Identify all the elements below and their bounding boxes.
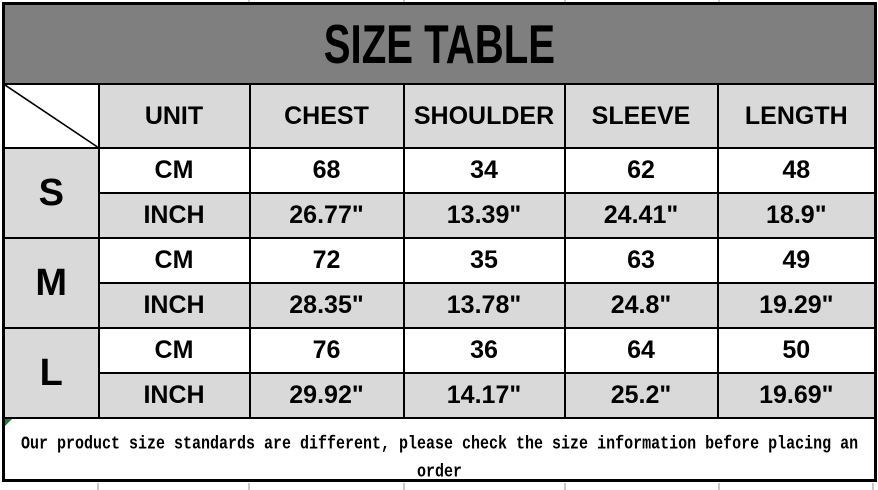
row-l-cm: L CM 76 36 64 50 [2,327,877,419]
gridline-stub [403,0,405,2]
row-l-inch: INCH 29.92" 14.17" 25.2" 19.69" [4,372,877,419]
s-cm-length: 48 [716,147,877,194]
row-m-cm: M CM 72 35 63 49 [2,237,877,329]
s-cm-shoulder: 34 [402,147,566,194]
s-inch-sleeve: 24.41" [563,192,719,239]
diagonal-line [5,85,98,147]
m-cm-sleeve: 63 [563,237,719,284]
l-cm-sleeve: 64 [563,327,719,374]
gridline-stub [564,0,566,2]
s-inch-shoulder: 13.39" [402,192,566,239]
size-label-l: L [2,327,100,419]
row-m-inch: INCH 28.35" 13.78" 24.8" 19.29" [4,282,877,329]
header-length: LENGTH [716,83,877,149]
m-cm-length: 49 [716,237,877,284]
l-cm-length: 50 [716,327,877,374]
size-label-s: S [2,147,100,239]
l-inch-chest: 29.92" [248,372,405,419]
l-cm-shoulder: 36 [402,327,566,374]
gridline-stub [248,483,250,490]
gridline-stub [403,483,405,490]
m-inch-shoulder: 13.78" [402,282,566,329]
s-inch-chest: 26.77" [248,192,405,239]
table-title-cell: SIZE TABLE [2,2,877,85]
l-inch-unit: INCH [97,372,251,419]
s-cm-sleeve: 62 [563,147,719,194]
s-inch-length: 18.9" [716,192,877,239]
m-cm-chest: 72 [248,237,405,284]
gridline-stub [872,483,874,490]
m-cm-shoulder: 35 [402,237,566,284]
gridline-stub [718,483,720,490]
l-inch-length: 19.69" [716,372,877,419]
m-inch-sleeve: 24.8" [563,282,719,329]
m-inch-chest: 28.35" [248,282,405,329]
header-unit: UNIT [97,83,251,149]
s-cm-unit: CM [97,147,251,194]
note-row: Our product size standards are different… [2,417,877,482]
note-cell: Our product size standards are different… [2,417,877,482]
l-inch-shoulder: 14.17" [402,372,566,419]
s-inch-unit: INCH [97,192,251,239]
header-sleeve: SLEEVE [563,83,719,149]
corner-cell [2,83,100,149]
m-inch-length: 19.29" [716,282,877,329]
row-s-cm: S CM 68 34 62 48 [2,147,877,239]
title-row: SIZE TABLE [2,2,877,85]
header-shoulder: SHOULDER [402,83,566,149]
gridline-stub [248,0,250,2]
s-cm-chest: 68 [248,147,405,194]
gridline-stub [564,483,566,490]
cell-corner-marker [5,419,12,426]
page-title: SIZE TABLE [323,13,556,75]
l-cm-chest: 76 [248,327,405,374]
header-chest: CHEST [248,83,405,149]
l-inch-sleeve: 25.2" [563,372,719,419]
size-table: SIZE TABLE UNIT CHEST SHOULDER SLEEVE LE… [2,2,878,482]
size-note: Our product size standards are different… [20,433,859,481]
l-cm-unit: CM [97,327,251,374]
header-row: UNIT CHEST SHOULDER SLEEVE LENGTH [2,83,877,149]
m-inch-unit: INCH [97,282,251,329]
m-cm-unit: CM [97,237,251,284]
row-s-inch: INCH 26.77" 13.39" 24.41" 18.9" [4,192,877,239]
gridline-stub [718,0,720,2]
size-label-m: M [2,237,100,329]
gridline-stub [97,483,99,490]
